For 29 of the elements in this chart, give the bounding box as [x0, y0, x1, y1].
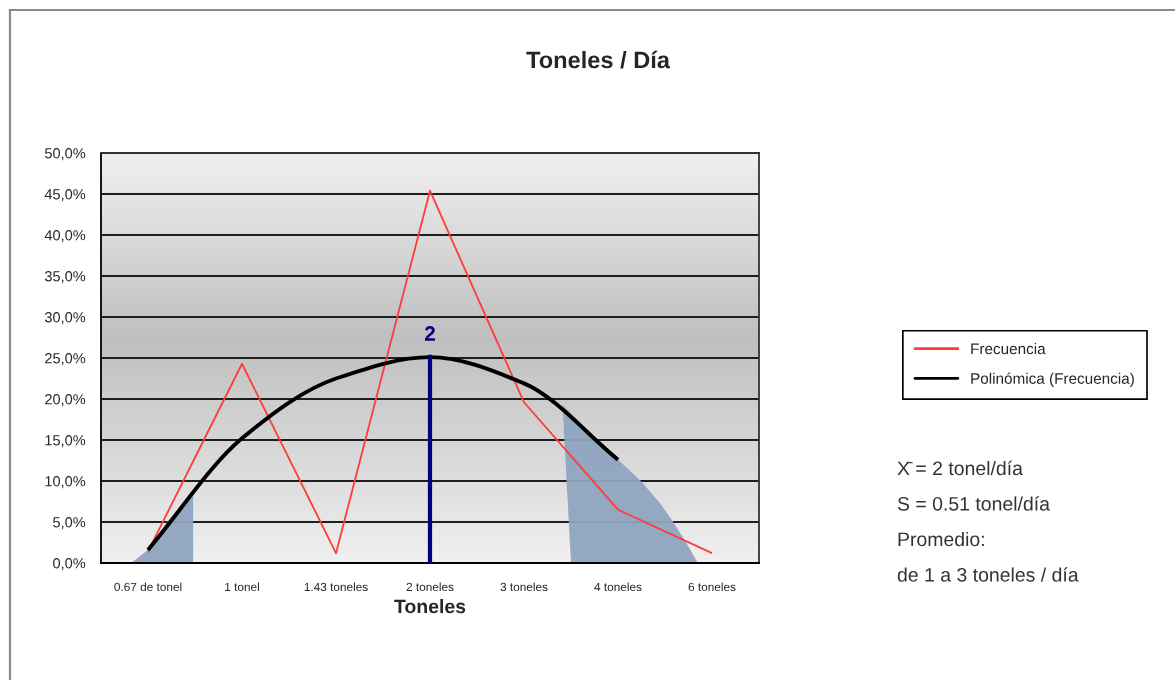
- legend-label: Polinómica (Frecuencia): [971, 372, 1134, 387]
- x-tick-label: 2 toneles: [406, 582, 454, 592]
- x-tick-label: 1 tonel: [225, 582, 259, 592]
- x-tick-label: 6 toneles: [688, 582, 736, 592]
- text: X̄ = 2 tonel/día: [897, 460, 1023, 476]
- y-tick-label: 5,0%: [53, 517, 86, 530]
- x-tick-label: 4 toneles: [594, 582, 642, 592]
- line-series: [146, 355, 620, 552]
- y-tick-label: 15,0%: [45, 435, 86, 448]
- text: S = 0.51 tonel/día: [897, 496, 1050, 511]
- y-tick-label: 10,0%: [45, 476, 86, 489]
- y-tick-label: 50,0%: [44, 148, 86, 161]
- text: Promedio:: [898, 531, 984, 547]
- x-axis-title: Toneles: [394, 599, 466, 614]
- x-tick-label: 1.43 toneles: [304, 582, 368, 592]
- y-tick-label: 25,0%: [45, 353, 86, 366]
- text: de 1 a 3 toneles / día: [897, 567, 1079, 582]
- y-tick-label: 20,0%: [45, 394, 86, 407]
- y-tick-label: 35,0%: [44, 271, 86, 284]
- legend-label: Frecuencia: [971, 343, 1046, 355]
- y-tick-label: 40,0%: [44, 230, 86, 243]
- x-tick-label: 0.67 de tonel: [114, 582, 182, 592]
- chart-title: Toneles / Día: [526, 50, 671, 69]
- y-tick-label: 0,0%: [53, 558, 86, 571]
- x-tick-label: 3 toneles: [500, 582, 548, 592]
- y-tick-label: 30,0%: [44, 312, 86, 325]
- line-series: [147, 189, 713, 555]
- annotation: 2: [424, 326, 435, 341]
- y-tick-label: 45,0%: [44, 189, 86, 202]
